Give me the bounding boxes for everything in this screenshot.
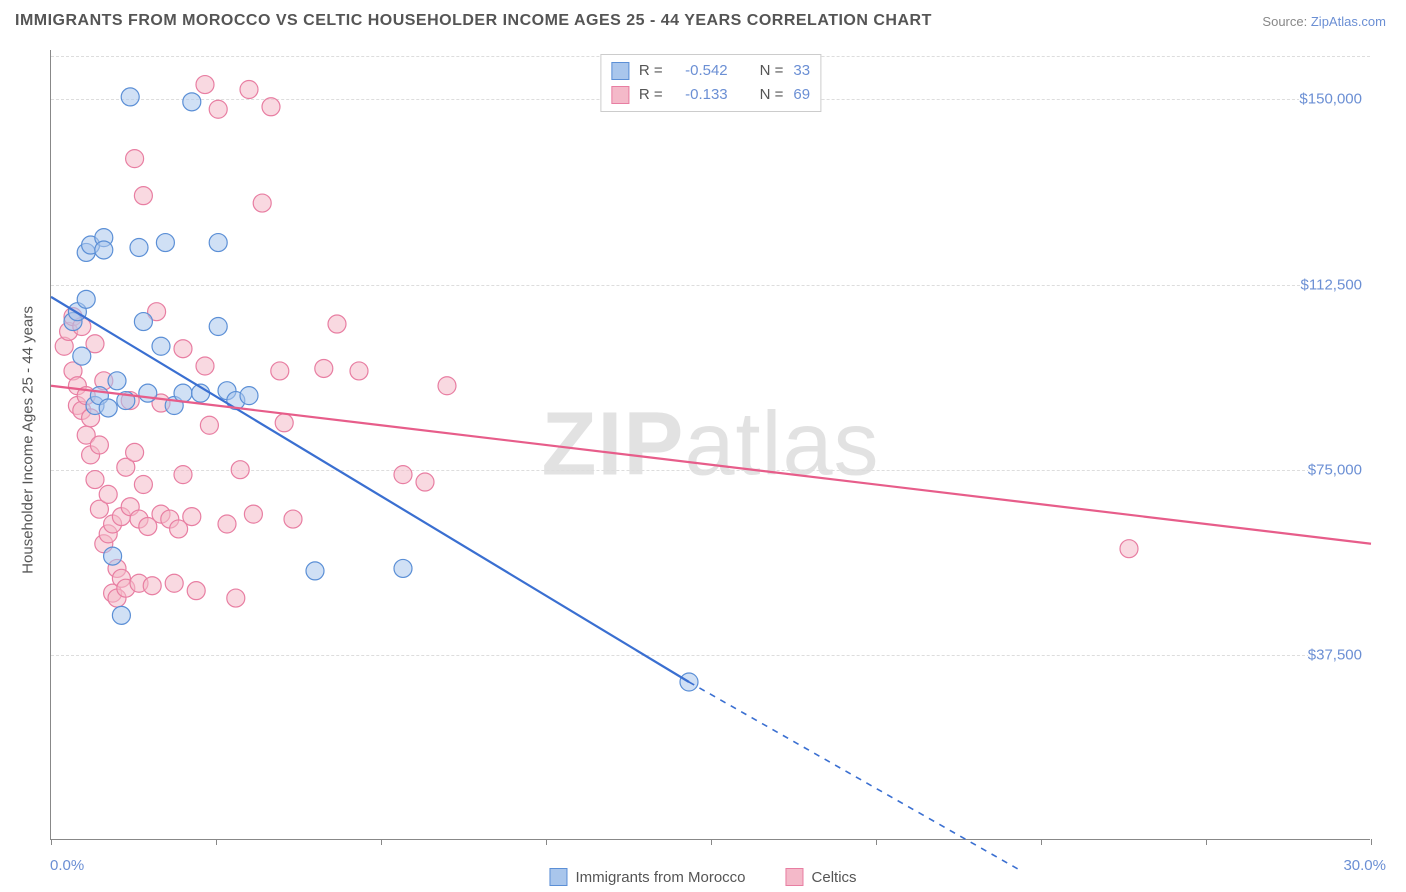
x-tick [1206, 839, 1207, 845]
scatter-point [86, 471, 104, 489]
scatter-point [126, 150, 144, 168]
source-link[interactable]: ZipAtlas.com [1311, 14, 1386, 29]
n-label: N = [760, 59, 784, 83]
correlation-chart: IMMIGRANTS FROM MOROCCO VS CELTIC HOUSEH… [0, 0, 1406, 892]
scatter-point [126, 443, 144, 461]
legend-swatch [786, 868, 804, 886]
scatter-point [240, 387, 258, 405]
r-label: R = [639, 59, 663, 83]
scatter-point [174, 384, 192, 402]
scatter-point [130, 239, 148, 257]
legend-series-item: Celtics [786, 868, 857, 886]
scatter-point [350, 362, 368, 380]
scatter-point [240, 81, 258, 99]
x-tick [876, 839, 877, 845]
scatter-point [209, 234, 227, 252]
legend-stat-row: R = -0.542 N = 33 [611, 59, 810, 83]
scatter-point [328, 315, 346, 333]
r-label: R = [639, 83, 663, 107]
scatter-point [209, 318, 227, 336]
scatter-point [183, 93, 201, 111]
r-value: -0.133 [673, 83, 728, 107]
x-tick [381, 839, 382, 845]
scatter-point [416, 473, 434, 491]
legend-series-label: Immigrants from Morocco [575, 869, 745, 886]
trend-line-extrapolated [689, 682, 1019, 870]
scatter-point [73, 347, 91, 365]
scatter-point [99, 399, 117, 417]
scatter-point [108, 372, 126, 390]
chart-title: IMMIGRANTS FROM MOROCCO VS CELTIC HOUSEH… [15, 12, 932, 30]
legend-stat-row: R = -0.133 N = 69 [611, 83, 810, 107]
legend-series-label: Celtics [812, 869, 857, 886]
legend-swatch [549, 868, 567, 886]
scatter-point [209, 100, 227, 118]
n-value: 69 [793, 83, 810, 107]
scatter-point [165, 574, 183, 592]
x-tick [216, 839, 217, 845]
y-axis-title: Householder Income Ages 25 - 44 years [20, 306, 37, 574]
source-label: Source: [1262, 14, 1307, 29]
scatter-point [253, 194, 271, 212]
legend-correlation-stats: R = -0.542 N = 33 R = -0.133 N = 69 [600, 54, 821, 112]
source-credit: Source: ZipAtlas.com [1262, 14, 1386, 29]
scatter-point [394, 466, 412, 484]
plot-svg [51, 50, 1370, 839]
scatter-point [262, 98, 280, 116]
plot-area: ZIPatlas $37,500$75,000$112,500$150,000 … [50, 50, 1370, 840]
scatter-point [112, 606, 130, 624]
r-value: -0.542 [673, 59, 728, 83]
scatter-point [143, 577, 161, 595]
legend-series: Immigrants from Morocco Celtics [549, 868, 856, 886]
scatter-point [196, 357, 214, 375]
scatter-point [134, 313, 152, 331]
scatter-point [196, 76, 214, 94]
x-tick [1371, 839, 1372, 845]
scatter-point [200, 416, 218, 434]
scatter-point [244, 505, 262, 523]
scatter-point [438, 377, 456, 395]
legend-swatch [611, 86, 629, 104]
scatter-point [90, 436, 108, 454]
scatter-point [1120, 540, 1138, 558]
scatter-point [231, 461, 249, 479]
scatter-point [156, 234, 174, 252]
scatter-point [134, 476, 152, 494]
scatter-point [284, 510, 302, 528]
x-tick [51, 839, 52, 845]
legend-series-item: Immigrants from Morocco [549, 868, 745, 886]
x-axis-min-label: 0.0% [50, 857, 84, 874]
scatter-point [218, 515, 236, 533]
scatter-point [183, 508, 201, 526]
scatter-point [95, 241, 113, 259]
scatter-point [139, 384, 157, 402]
scatter-point [187, 582, 205, 600]
scatter-point [306, 562, 324, 580]
x-tick [1041, 839, 1042, 845]
scatter-point [271, 362, 289, 380]
scatter-point [315, 359, 333, 377]
legend-swatch [611, 62, 629, 80]
x-axis-max-label: 30.0% [1343, 857, 1386, 874]
scatter-point [174, 340, 192, 358]
scatter-point [134, 187, 152, 205]
scatter-point [99, 485, 117, 503]
scatter-point [174, 466, 192, 484]
scatter-point [152, 337, 170, 355]
scatter-point [275, 414, 293, 432]
n-value: 33 [793, 59, 810, 83]
x-tick [546, 839, 547, 845]
scatter-point [121, 88, 139, 106]
x-tick [711, 839, 712, 845]
scatter-point [77, 290, 95, 308]
scatter-point [227, 589, 245, 607]
scatter-point [394, 559, 412, 577]
scatter-point [104, 547, 122, 565]
n-label: N = [760, 83, 784, 107]
